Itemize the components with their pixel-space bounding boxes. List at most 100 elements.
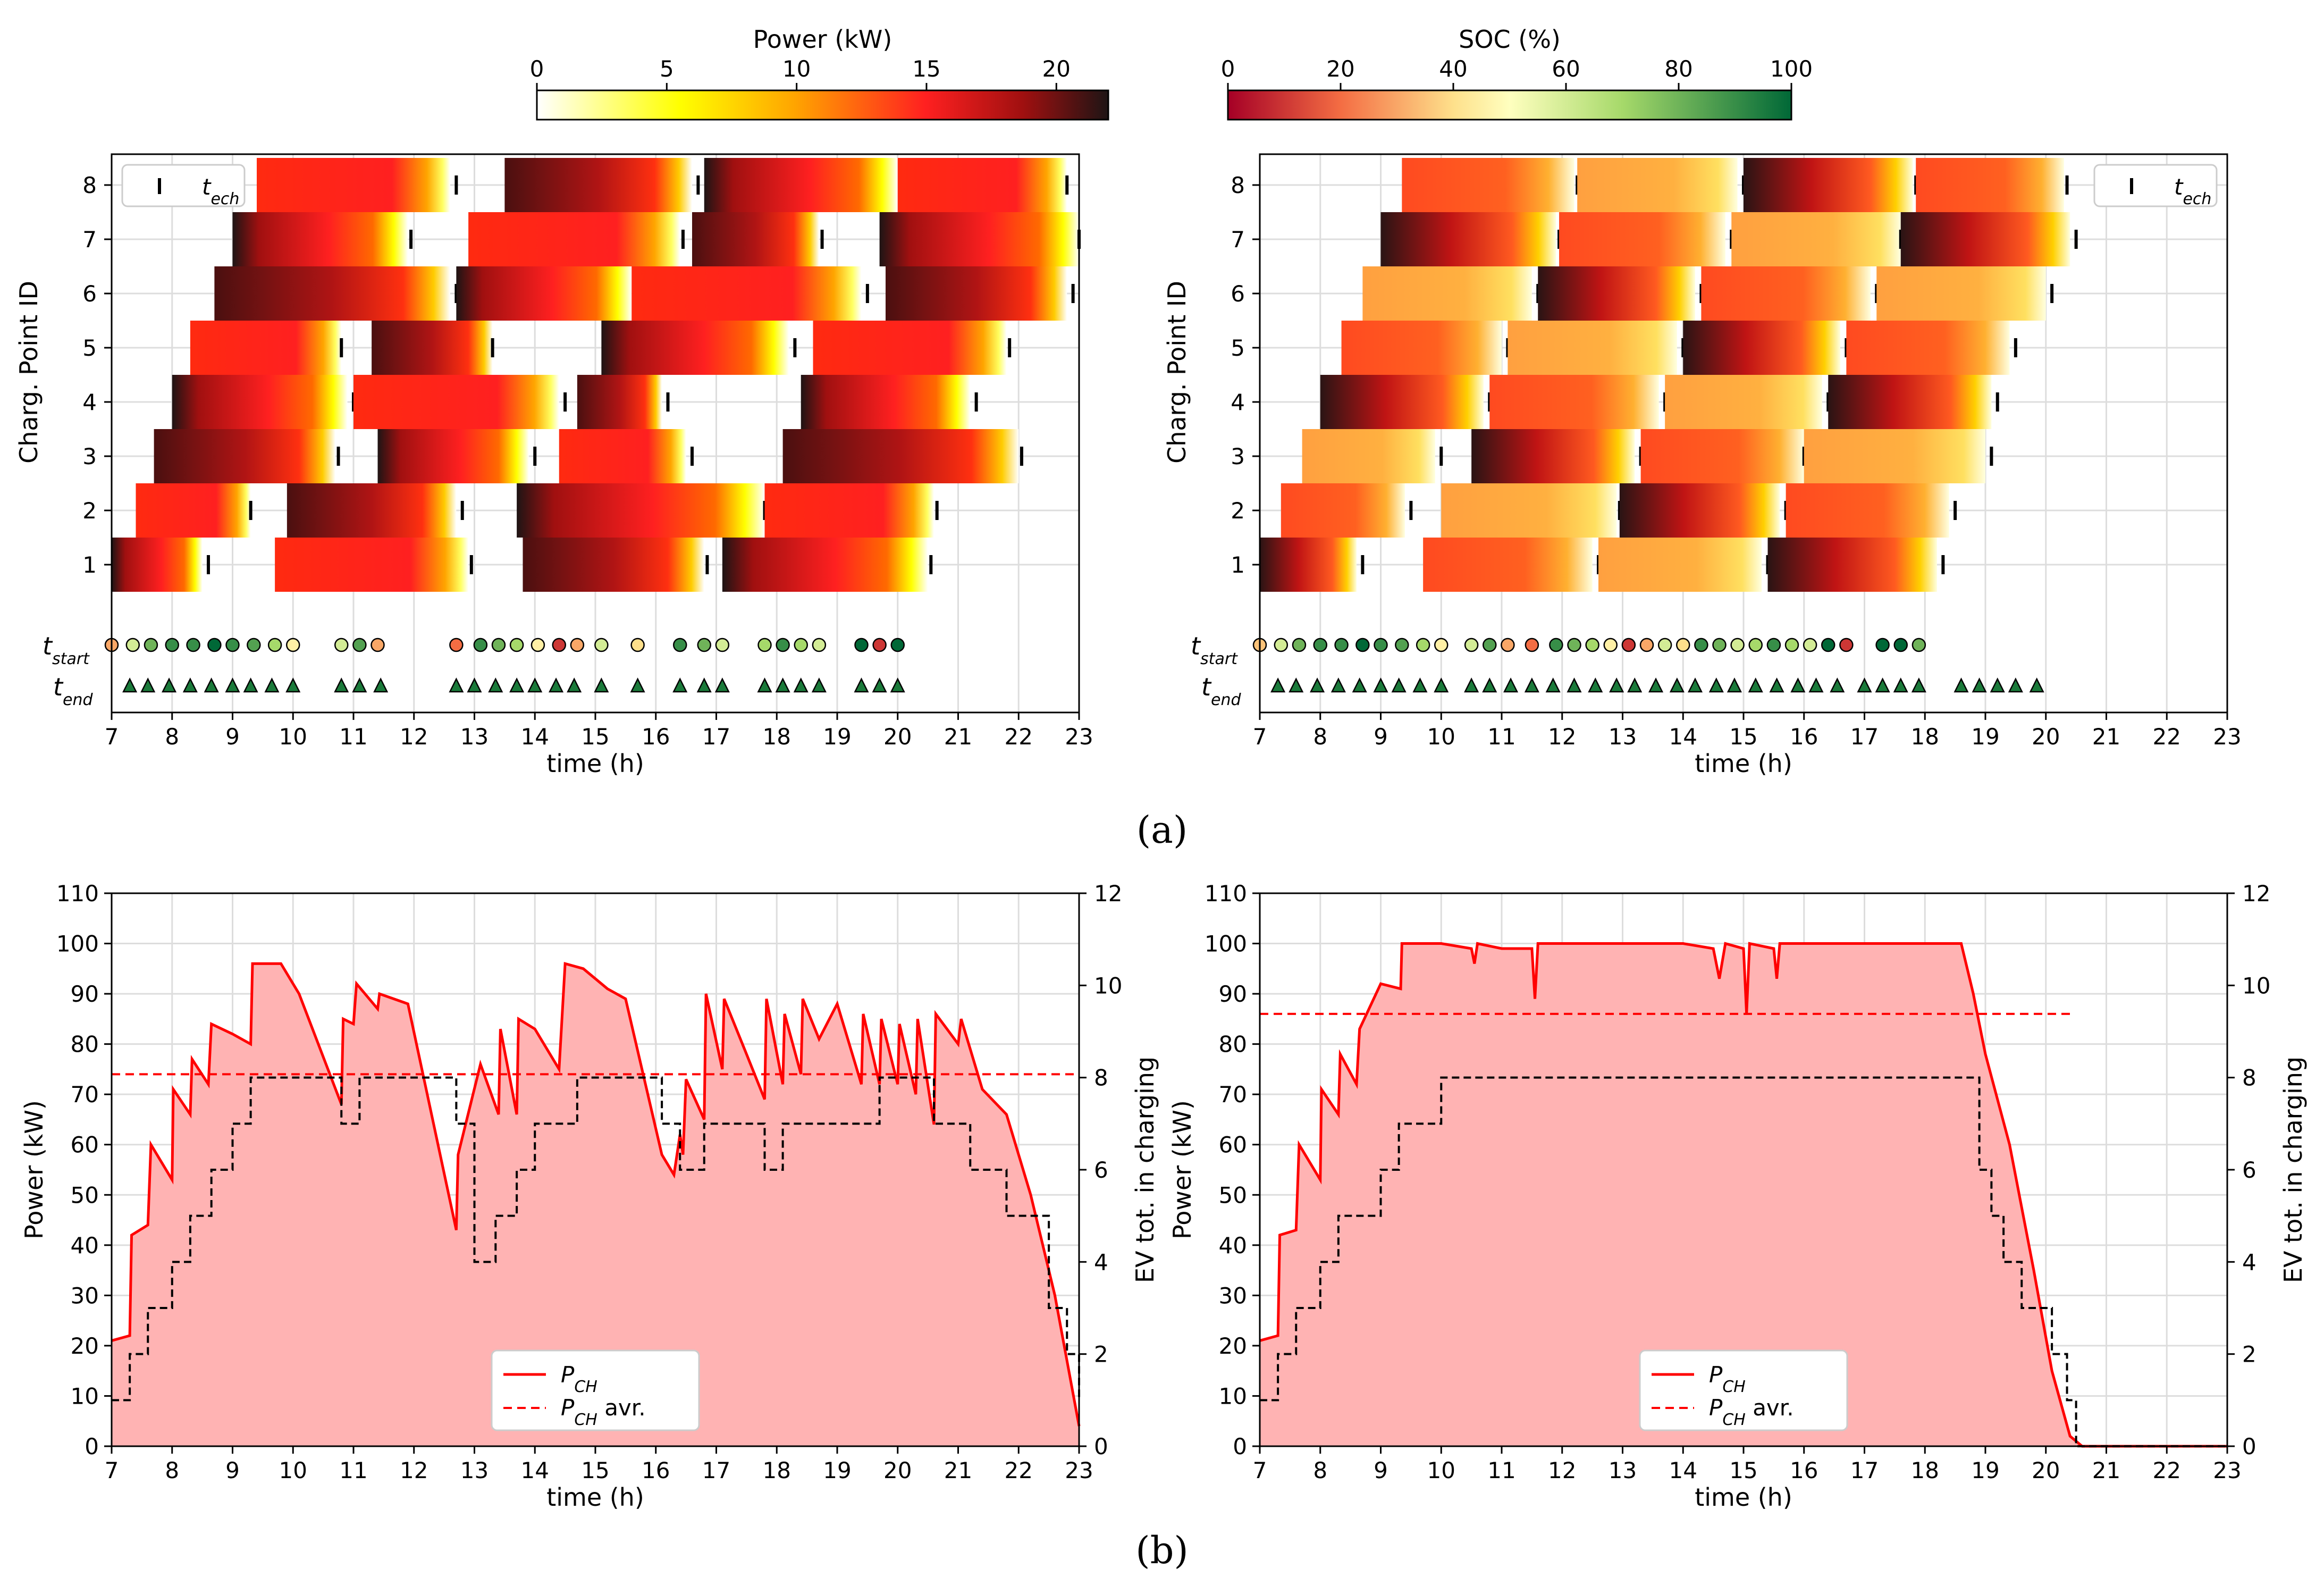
t-end-marker	[2029, 677, 2044, 693]
t-start-marker	[630, 638, 645, 652]
t-start-marker	[1334, 638, 1349, 652]
y-tick-label: 20	[71, 1333, 99, 1359]
x-tick-label: 20	[2032, 724, 2060, 750]
t-end-marker	[1310, 677, 1325, 693]
t-end-marker	[854, 677, 869, 693]
legend-box	[121, 164, 246, 207]
x-tick-label: 16	[642, 1457, 670, 1483]
x-tick-label: 9	[225, 1457, 240, 1483]
x-tick-label: 10	[1427, 724, 1455, 750]
y-right-tick-label: 4	[1094, 1249, 1108, 1275]
x-tick-label: 11	[1487, 1457, 1515, 1483]
y-right-axis-label: EV tot. in charging	[2279, 1056, 2308, 1283]
t-start-marker	[1893, 638, 1908, 652]
x-tick-label: 7	[105, 724, 119, 750]
y-axis-label: Charg. Point ID	[1163, 281, 1191, 464]
t-start-marker	[1434, 638, 1449, 652]
t-start-marker	[715, 638, 730, 652]
session-bar	[372, 321, 493, 375]
x-tick-label: 21	[944, 1457, 972, 1483]
t-end-marker	[1687, 677, 1703, 693]
x-tick-label: 7	[105, 1457, 119, 1483]
panel-b-label: (b)	[1135, 1529, 1188, 1572]
y-tick-label: 110	[56, 880, 99, 907]
t-start-marker	[267, 638, 282, 652]
x-tick-label: 8	[1313, 724, 1327, 750]
y-tick-label: 3	[82, 443, 97, 469]
session-bar	[1619, 483, 1780, 538]
t-start-marker	[570, 638, 585, 652]
session-bar	[190, 321, 342, 375]
y-tick-label: 1	[82, 552, 97, 578]
x-axis-label: time (h)	[546, 1483, 644, 1512]
y-tick-label: 100	[1205, 931, 1247, 957]
t-end-marker	[549, 677, 564, 693]
y-right-tick-label: 4	[2242, 1249, 2256, 1275]
t-start-row-label: tstart	[1191, 632, 1238, 668]
t-start-marker	[1525, 638, 1539, 652]
t-start-marker	[1694, 638, 1708, 652]
session-bar	[1900, 212, 2070, 266]
t-end-marker	[775, 677, 790, 693]
y-tick-label: 4	[82, 389, 97, 415]
y-right-tick-label: 6	[2242, 1157, 2256, 1183]
t-end-marker	[373, 677, 389, 693]
session-bar	[879, 212, 1079, 266]
ev-count-line	[112, 1076, 1080, 1402]
t-start-marker	[1274, 638, 1289, 652]
y-right-tick-label: 10	[1094, 972, 1122, 999]
session-bar	[1441, 483, 1617, 538]
t-end-marker	[1545, 677, 1561, 693]
session-bar	[257, 158, 450, 212]
y-tick-label: 40	[71, 1232, 99, 1259]
x-axis-label: time (h)	[1695, 1483, 1792, 1512]
t-end-marker	[1808, 677, 1824, 693]
x-tick-label: 18	[763, 724, 791, 750]
colorbar-tick-label: 15	[912, 56, 940, 82]
t-start-marker	[1784, 638, 1799, 652]
x-tick-label: 22	[1005, 1457, 1033, 1483]
t-end-marker	[140, 677, 156, 693]
session-bar	[1744, 158, 1913, 212]
t-end-marker	[162, 677, 177, 693]
colorbar-tick-label: 20	[1042, 56, 1071, 82]
x-tick-label: 22	[2153, 1457, 2181, 1483]
x-tick-label: 12	[400, 1457, 428, 1483]
t-end-marker	[204, 677, 219, 693]
x-tick-label: 19	[1971, 724, 1999, 750]
t-start-marker	[531, 638, 545, 652]
t-start-marker	[794, 638, 808, 652]
session-bar	[287, 483, 457, 538]
t-start-marker	[449, 638, 464, 652]
session-bar	[1767, 538, 1937, 592]
session-bar	[1804, 429, 1985, 483]
x-tick-label: 7	[1253, 724, 1267, 750]
t-end-marker	[467, 677, 482, 693]
y-tick-label: 90	[71, 981, 99, 1007]
x-tick-label: 19	[1971, 1457, 1999, 1483]
t-end-marker	[1503, 677, 1519, 693]
legend-box	[491, 1349, 700, 1431]
x-tick-label: 18	[1911, 724, 1939, 750]
x-tick-label: 20	[2032, 1457, 2060, 1483]
legend-avg-label: PCH avr.	[561, 1395, 646, 1429]
t-start-marker	[144, 638, 158, 652]
y-tick-label: 7	[1231, 227, 1245, 253]
session-bar	[468, 212, 680, 266]
t-start-marker	[1313, 638, 1327, 652]
x-tick-label: 7	[1253, 1457, 1267, 1483]
x-tick-label: 13	[1609, 724, 1637, 750]
t-end-marker	[1727, 677, 1742, 693]
y-tick-label: 50	[1219, 1182, 1247, 1208]
x-tick-label: 23	[2213, 724, 2241, 750]
session-bar	[1828, 375, 1992, 429]
t-end-marker	[243, 677, 258, 693]
t-end-marker	[1352, 677, 1367, 693]
t-end-marker	[1373, 677, 1388, 693]
x-tick-label: 16	[1790, 1457, 1818, 1483]
y-tick-label: 10	[1219, 1383, 1247, 1409]
t-end-marker	[225, 677, 240, 693]
session-bar	[214, 266, 450, 321]
